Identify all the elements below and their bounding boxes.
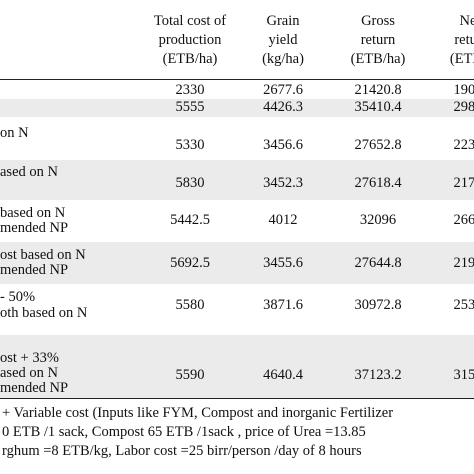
cell: 2539: [453, 296, 474, 313]
row-label: ased on N: [0, 163, 58, 180]
row-label: mended NP: [0, 261, 69, 278]
cell: 35410.4: [354, 98, 402, 115]
cell: 3871.6: [263, 296, 303, 313]
column-header: Ne: [459, 12, 474, 29]
row-shade: [0, 242, 474, 284]
row-label: based on N: [0, 204, 66, 221]
cell: 37123.2: [354, 366, 402, 383]
column-header: Total cost of: [153, 12, 227, 29]
row-label: mended NP: [0, 379, 69, 396]
cell: 2195: [453, 254, 474, 271]
cell: 21420.8: [354, 81, 402, 98]
row-label: on N: [0, 124, 29, 141]
cell: 3456.6: [263, 136, 303, 153]
row-shade: [0, 335, 474, 398]
row-label: oth based on N: [0, 304, 88, 321]
cell: 5830: [175, 174, 205, 191]
footnote: + Variable cost (Inputs like FYM, Compos…: [2, 404, 394, 421]
cell: 32096: [359, 211, 397, 228]
cell: 3153: [453, 366, 474, 383]
cell: 4012: [268, 211, 298, 228]
cell: 5442.5: [170, 211, 210, 228]
cell: 3455.6: [263, 254, 303, 271]
cell: 3452.3: [263, 174, 303, 191]
row-shade: [0, 99, 474, 117]
cell: 5330: [175, 136, 205, 153]
column-header: return: [360, 31, 396, 48]
column-header: production: [158, 31, 222, 48]
cell: 5590: [175, 366, 205, 383]
row-label: ased on N: [0, 364, 58, 381]
column-header: Gross: [361, 12, 395, 29]
cell: 5580: [175, 296, 205, 313]
cell: 30972.8: [354, 296, 402, 313]
cell: 27644.8: [354, 254, 402, 271]
cell: 5555: [175, 98, 205, 115]
header-rule: [0, 79, 474, 80]
footnote: 0 ETB /1 sack, Compost 65 ETB /1sack , p…: [2, 423, 366, 440]
row-label: ost based on N: [0, 246, 86, 263]
column-header: (ETB/: [449, 50, 474, 67]
row-label: mended NP: [0, 219, 69, 236]
cell: 2232: [453, 136, 474, 153]
column-header: (ETB/ha): [350, 50, 406, 67]
cell: 2665: [453, 211, 474, 228]
cell: 2677.6: [263, 81, 303, 98]
row-label: ost + 33%: [0, 349, 59, 366]
bottom-rule: [0, 398, 474, 399]
cell: 2330: [175, 81, 205, 98]
cell: 4426.3: [263, 98, 303, 115]
column-header: (ETB/ha): [162, 50, 218, 67]
column-header: Grain: [266, 12, 300, 29]
cell: 27652.8: [354, 136, 402, 153]
column-header: retur: [454, 31, 474, 48]
footnote: rghum =8 ETB/kg, Labor cost =25 birr/per…: [2, 442, 362, 459]
row-shade: [0, 160, 474, 200]
cell: 2178: [453, 174, 474, 191]
column-header: yield: [268, 31, 298, 48]
cell: 4640.4: [263, 366, 303, 383]
cell: 5692.5: [170, 254, 210, 271]
cell: 2985: [453, 98, 474, 115]
column-header: (kg/ha): [262, 50, 304, 67]
row-label: - 50%: [0, 288, 36, 305]
cell: 1909: [453, 81, 474, 98]
cell: 27618.4: [354, 174, 402, 191]
